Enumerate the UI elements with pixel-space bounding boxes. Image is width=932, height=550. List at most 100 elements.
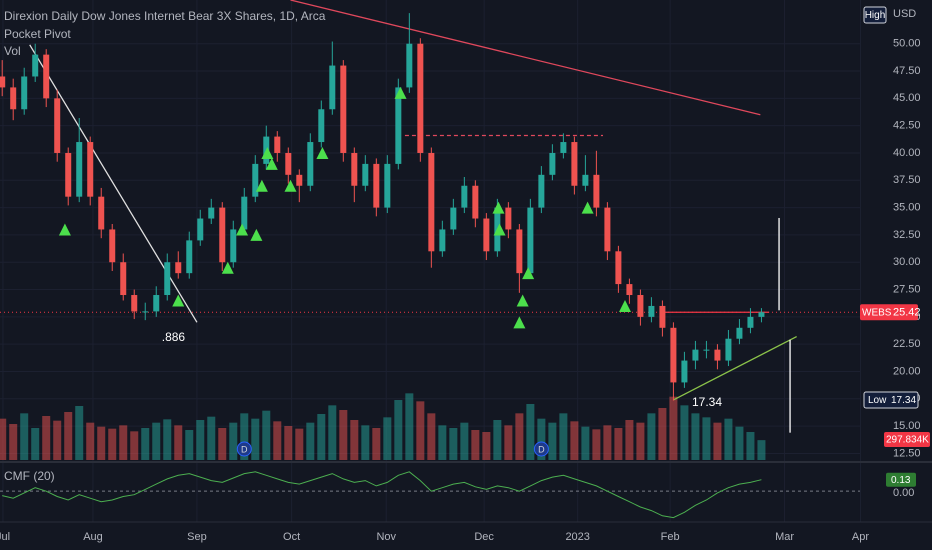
candle-body — [417, 43, 424, 153]
y-tick-label: 22.50 — [893, 338, 921, 350]
x-tick-label: Apr — [852, 531, 869, 543]
candle-body — [461, 185, 468, 208]
y-tick-label: 12.50 — [893, 447, 921, 459]
candle-body — [395, 87, 402, 164]
volume-bar — [724, 418, 733, 460]
volume-bar — [482, 432, 491, 460]
candle-body — [505, 207, 512, 230]
candle-body — [516, 229, 523, 274]
pivot-marker — [172, 294, 185, 307]
pivot-marker — [284, 179, 297, 192]
candle-body — [32, 54, 39, 77]
candle-body — [274, 136, 281, 153]
candle-body — [406, 43, 413, 88]
pivot-marker — [522, 267, 535, 280]
volume-bar — [317, 414, 326, 460]
cmf-tick-label: 0.00 — [893, 487, 914, 499]
y-tick-label: 50.00 — [893, 38, 921, 50]
volume-bar — [559, 413, 568, 460]
high-badge — [863, 6, 887, 24]
candle-body — [582, 174, 589, 186]
volume-bar — [427, 413, 436, 460]
volume-bar — [669, 396, 678, 460]
legend-pivot: Pocket Pivot — [4, 27, 71, 41]
candle-body — [219, 207, 226, 263]
volume-bar — [295, 428, 304, 460]
y-tick-label: 42.50 — [893, 120, 921, 132]
candle-body — [615, 251, 622, 285]
pivot-marker — [265, 157, 278, 170]
candle-body — [10, 87, 17, 110]
volume-bar — [625, 420, 634, 460]
candle-body — [692, 349, 699, 361]
volume-bar — [64, 412, 73, 460]
volume-bar — [207, 416, 216, 460]
candle-body — [758, 312, 765, 317]
volume-bar — [383, 417, 392, 460]
candle-body — [340, 65, 347, 153]
pivot-marker — [250, 228, 263, 241]
candle-body — [450, 207, 457, 230]
candle-body — [604, 207, 611, 252]
candle-body — [54, 98, 61, 153]
volume-bar — [416, 401, 425, 460]
candle-body — [439, 229, 446, 252]
candle-body — [98, 196, 105, 230]
x-tick-label: Feb — [661, 531, 680, 543]
y-tick-label: 32.50 — [893, 229, 921, 241]
candle-body — [747, 316, 754, 328]
candle-body — [637, 295, 644, 317]
volume-badge — [884, 432, 930, 447]
volume-bar — [581, 426, 590, 460]
candle-body — [384, 163, 391, 208]
low-badge — [863, 391, 919, 409]
candle-body — [164, 262, 171, 296]
candle-body — [714, 349, 721, 361]
candle-body — [648, 305, 655, 317]
candle-body — [659, 305, 666, 328]
y-tick-label: 37.50 — [893, 174, 921, 186]
candle-body — [351, 152, 358, 186]
volume-bar — [526, 404, 535, 460]
volume-bar — [108, 428, 117, 460]
candle-body — [472, 185, 479, 219]
candle-body — [120, 262, 127, 296]
volume-bar — [306, 422, 315, 460]
pivot-marker — [516, 294, 529, 307]
volume-bar — [757, 440, 766, 460]
volume-bar — [449, 428, 458, 460]
volume-bar — [218, 428, 227, 460]
y-tick-label: 45.00 — [893, 92, 921, 104]
candle-body — [549, 152, 556, 175]
volume-bar — [141, 428, 150, 460]
volume-bar — [636, 422, 645, 460]
volume-bar — [614, 428, 623, 460]
dividend-label: D — [538, 444, 545, 454]
candle-body — [131, 295, 138, 312]
candle-body — [197, 218, 204, 241]
pivot-marker — [619, 299, 632, 312]
legend-vol: Vol — [4, 44, 21, 58]
x-tick-label: Jul — [0, 531, 10, 543]
volume-bar — [163, 419, 172, 460]
x-tick-label: Nov — [376, 531, 396, 543]
volume-bar — [86, 422, 95, 460]
volume-bar — [394, 400, 403, 460]
low-value-label: 17.34 — [692, 395, 722, 409]
y-tick-label: 30.00 — [893, 256, 921, 268]
dividend-marker — [533, 441, 549, 457]
volume-bar — [515, 413, 524, 460]
candle-body — [329, 65, 336, 110]
volume-bar — [152, 422, 161, 460]
candle-body — [153, 295, 160, 312]
x-tick-label: 2023 — [565, 531, 589, 543]
candle-body — [21, 76, 28, 110]
volume-bar — [658, 408, 667, 460]
volume-bar — [53, 420, 62, 460]
candle-body — [318, 109, 325, 143]
volume-bar — [42, 416, 51, 460]
candle-body — [527, 207, 534, 274]
legend-cmf: CMF (20) — [4, 469, 55, 483]
pivot-marker — [58, 223, 71, 236]
